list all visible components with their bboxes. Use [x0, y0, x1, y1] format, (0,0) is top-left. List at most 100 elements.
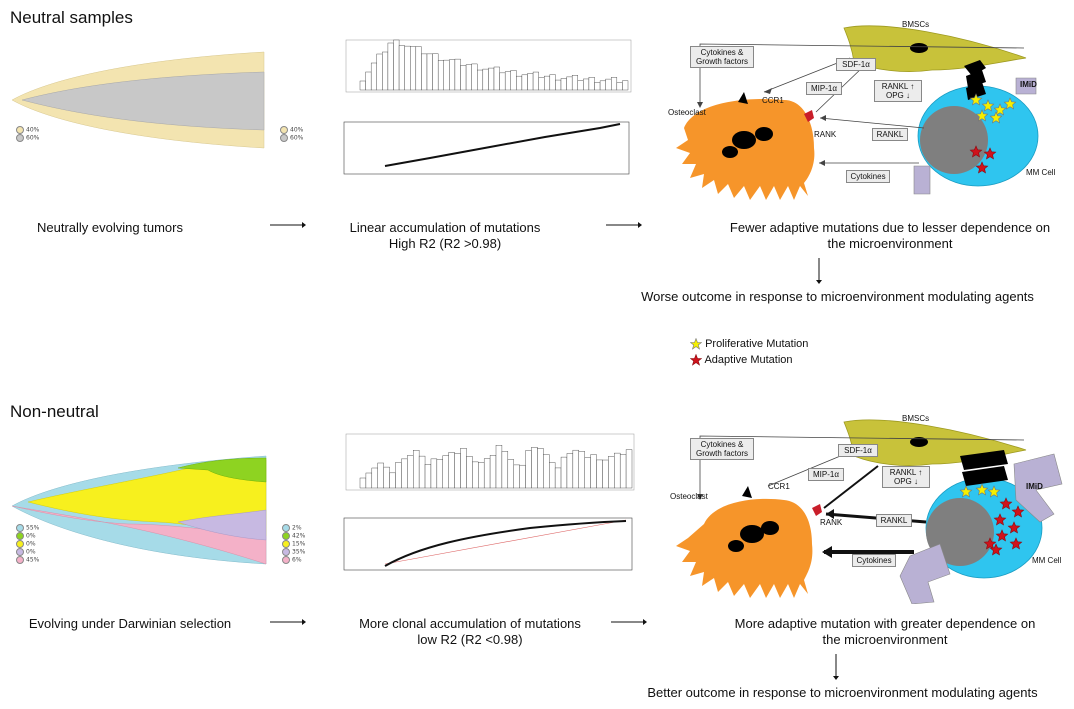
- legend-dot: [282, 548, 290, 556]
- histogram-bar: [398, 45, 405, 91]
- histogram-bar: [359, 80, 366, 91]
- histogram-bar: [594, 82, 601, 91]
- neutral-caption2: Linear accumulation of mutations High R2…: [340, 220, 550, 252]
- histogram-bar: [605, 78, 612, 91]
- histogram-bar: [359, 477, 367, 489]
- histogram-bar: [454, 58, 461, 91]
- legend-dot: [280, 134, 288, 142]
- histogram-bar: [424, 464, 432, 489]
- histogram-bar: [543, 454, 550, 489]
- arrow-line: [699, 435, 1025, 496]
- clone-band: [27, 459, 267, 537]
- histogram-bar: [489, 455, 497, 489]
- histogram-bar: [370, 62, 377, 91]
- nonneutral-right-legend: 2% 42% 15% 35% 6%: [282, 524, 305, 564]
- red-star-icon: [995, 529, 1009, 542]
- histogram-bar: [625, 449, 633, 489]
- histogram-bar: [519, 464, 526, 489]
- histogram-bar: [549, 462, 556, 489]
- histogram-bar: [407, 455, 414, 489]
- caption-line: High R2 (R2 >0.98): [388, 236, 502, 251]
- cytokines-box: Cytokines: [852, 554, 896, 567]
- histogram-bar: [531, 447, 538, 489]
- histogram-bar: [466, 456, 473, 489]
- neutral-cumulative-plot: [343, 121, 630, 175]
- ccr1-receptor: [742, 486, 752, 498]
- histogram-bar: [532, 71, 539, 91]
- histogram-bar: [389, 472, 396, 489]
- rank-label: RANK: [814, 130, 837, 139]
- caption-line: low R2 (R2 <0.98): [417, 632, 523, 647]
- histogram-bar: [426, 53, 433, 91]
- histogram-bar: [608, 456, 615, 489]
- caption-line: the microenvironment: [827, 236, 953, 251]
- red-star-icon: [1011, 505, 1025, 518]
- mip-box: MIP-1α: [806, 82, 842, 95]
- legend-dot: [16, 524, 24, 532]
- legend-dot: [282, 540, 290, 548]
- histogram-bar: [421, 53, 428, 91]
- histogram-bar: [430, 458, 438, 489]
- yellow-star-icon: [987, 485, 1001, 498]
- mm-cell-label: MM Cell: [1026, 168, 1056, 177]
- osteoclast-nucleus: [728, 540, 744, 552]
- arrow-line: [763, 57, 851, 93]
- histogram-bar: [560, 456, 568, 489]
- caption-line: More clonal accumulation of mutations: [359, 616, 581, 631]
- neutral-section-title: Neutral samples: [10, 8, 133, 27]
- microenvironment-diagram-bottom: BMSCs Cytokines & Growth factors SDF-1α …: [664, 404, 1068, 604]
- histogram-bar: [583, 78, 590, 91]
- bmsc-cell: [843, 25, 1027, 72]
- cytokines-growth-box: Cytokines & Growth factors: [690, 438, 754, 460]
- histogram-bar: [472, 461, 479, 489]
- histogram-bar: [443, 59, 450, 91]
- histogram-bar: [465, 64, 472, 91]
- red-star-icon: [993, 513, 1007, 526]
- ccr1-label: CCR1: [762, 96, 784, 105]
- arrow-right-icon: [611, 619, 647, 625]
- histogram-bar: [611, 77, 618, 91]
- histogram-bar: [513, 464, 520, 489]
- yellow-star-icon: [689, 337, 703, 350]
- histogram-bar: [577, 80, 584, 91]
- chevron-icon: [964, 60, 986, 100]
- osteoclast-nucleus: [761, 521, 779, 535]
- osteoclast-nucleus: [740, 525, 764, 543]
- clone-band: [177, 509, 267, 541]
- osteoclast-cell: [676, 498, 813, 598]
- ccr1-receptor: [738, 92, 748, 104]
- red-star-icon: [989, 543, 1003, 556]
- histogram-bar: [504, 71, 511, 91]
- histogram-bar: [365, 472, 373, 489]
- histogram-bar: [454, 453, 461, 489]
- histogram-bar: [566, 453, 574, 489]
- histogram-bar: [584, 457, 591, 489]
- histogram-bar: [432, 53, 439, 91]
- clone-band: [177, 457, 267, 483]
- imid-shape: [1013, 453, 1063, 523]
- histogram-bar: [418, 455, 426, 489]
- rankl-opg-box: RANKL ↑ OPG ↓: [874, 80, 922, 102]
- legend-dot: [16, 126, 24, 134]
- rankl-box: RANKL: [876, 514, 912, 527]
- bmsc-nucleus: [910, 43, 928, 53]
- histogram-bar: [537, 448, 544, 489]
- osteoclast-nucleus: [722, 146, 738, 158]
- osteoclast-nucleus: [732, 131, 756, 149]
- histogram-bar: [596, 459, 603, 489]
- yellow-star-icon: [975, 483, 989, 496]
- mm-cell-label: MM Cell: [1032, 556, 1062, 565]
- nonneutral-section-title: Non-neutral: [10, 402, 99, 421]
- red-star-icon: [1007, 521, 1021, 534]
- legend-dot: [16, 556, 24, 564]
- legend-label: Proliferative Mutation: [705, 338, 809, 350]
- histogram-bar: [395, 462, 402, 489]
- mutation-legend: Proliferative Mutation Adaptive Mutation: [689, 337, 809, 370]
- fit-line: [384, 519, 627, 565]
- neutral-caption3: Fewer adaptive mutations due to lesser d…: [710, 220, 1070, 252]
- bmsc-label: BMSCs: [902, 20, 930, 29]
- neutral-clone2-band: [21, 71, 265, 131]
- caption-line: the microenvironment: [822, 632, 948, 647]
- arrow-down-icon: [833, 654, 839, 680]
- histogram-bar: [614, 452, 621, 489]
